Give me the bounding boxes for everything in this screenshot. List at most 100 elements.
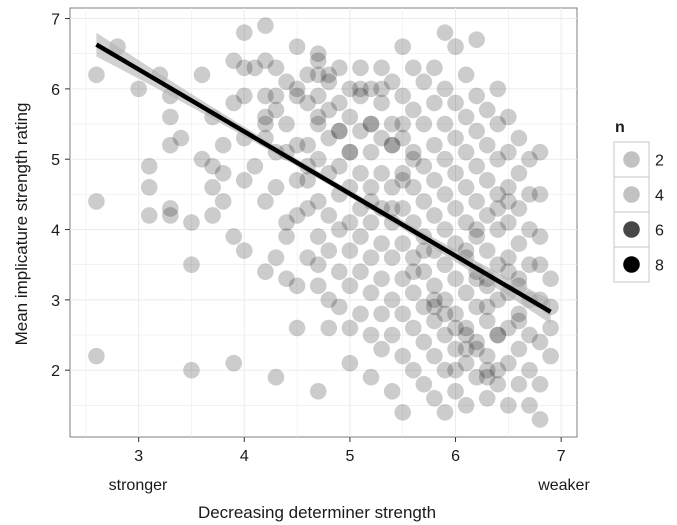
data-point [362, 326, 380, 344]
data-point [426, 172, 443, 189]
data-point [468, 157, 485, 175]
y-tick-label: 2 [51, 363, 60, 380]
data-point [404, 249, 422, 266]
data-point [457, 214, 475, 231]
data-point [404, 284, 422, 302]
data-point [183, 361, 200, 379]
data-point [500, 193, 517, 210]
data-point [415, 193, 433, 210]
data-point [447, 340, 464, 358]
data-point [320, 207, 338, 224]
data-point [373, 94, 390, 112]
data-point [500, 319, 517, 337]
data-point [225, 94, 243, 112]
data-point [489, 291, 507, 309]
data-point [162, 207, 179, 224]
data-point [235, 24, 253, 41]
data-point [331, 157, 348, 175]
data-point [542, 270, 559, 288]
data-point [309, 52, 327, 70]
data-point [510, 129, 528, 147]
data-point [436, 404, 454, 421]
data-point [447, 305, 464, 323]
data-point [426, 94, 443, 112]
data-point [383, 115, 401, 133]
data-point [426, 136, 443, 154]
data-point [352, 80, 369, 98]
data-point [309, 108, 327, 126]
data-point [140, 179, 158, 196]
data-point [468, 193, 485, 210]
data-point [394, 38, 412, 55]
data-point [341, 242, 359, 259]
data-point [436, 186, 454, 203]
data-point [510, 312, 528, 330]
data-point [267, 87, 285, 105]
legend-label: 2 [655, 153, 664, 170]
data-point [140, 207, 158, 224]
data-point [373, 340, 390, 358]
data-point [426, 291, 443, 309]
data-point [500, 179, 517, 196]
data-point [362, 80, 380, 98]
data-point [531, 411, 549, 428]
data-point [468, 31, 485, 48]
data-point [394, 347, 412, 365]
data-point [447, 164, 464, 182]
x-tick-label: 4 [240, 448, 249, 465]
data-point [415, 157, 433, 175]
data-point [341, 277, 359, 295]
data-point [246, 157, 264, 175]
data-point [478, 172, 496, 189]
data-point [246, 59, 264, 77]
data-point [394, 172, 412, 189]
data-point [299, 172, 316, 189]
data-point [521, 221, 538, 238]
data-point [183, 256, 200, 273]
legend-title: n [615, 119, 625, 136]
data-point [257, 87, 274, 105]
data-point [352, 164, 369, 182]
data-point [278, 73, 295, 91]
data-point [373, 305, 390, 323]
legend-key-point [623, 151, 640, 168]
data-point [267, 249, 285, 266]
data-point [478, 101, 496, 119]
data-point [531, 186, 549, 203]
data-point [341, 80, 359, 98]
data-point [394, 87, 412, 105]
data-point [88, 66, 105, 84]
data-point [225, 52, 243, 70]
data-point [489, 361, 507, 379]
data-point [331, 122, 348, 140]
data-point [510, 340, 528, 358]
data-point [362, 284, 380, 302]
data-point [394, 164, 412, 182]
data-point [373, 59, 390, 77]
data-point [320, 319, 338, 337]
data-point [193, 66, 211, 84]
data-point [309, 115, 327, 133]
data-point [531, 333, 549, 351]
data-point [468, 122, 485, 140]
data-point [468, 228, 485, 245]
data-point [331, 94, 348, 112]
legend-key-point [623, 221, 640, 238]
data-point [468, 368, 485, 386]
data-point [415, 333, 433, 351]
data-point [257, 263, 274, 281]
data-point [331, 263, 348, 281]
data-point [288, 172, 306, 189]
data-point [214, 164, 232, 182]
data-point [521, 361, 538, 379]
data-point [415, 115, 433, 133]
data-point [436, 150, 454, 168]
data-point [331, 298, 348, 316]
data-point [457, 397, 475, 414]
x-tick-label: 6 [451, 448, 460, 465]
data-point [278, 270, 295, 288]
data-point [457, 319, 475, 337]
data-point [426, 298, 443, 316]
data-point [457, 179, 475, 196]
data-point [489, 80, 507, 98]
